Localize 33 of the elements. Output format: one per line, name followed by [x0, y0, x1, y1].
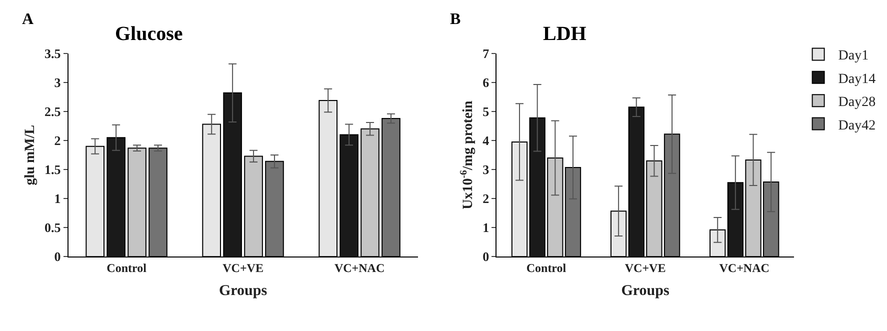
- y-tick-label: 0: [482, 249, 490, 264]
- y-tick-label: 2.5: [44, 104, 62, 120]
- y-tick-label: 0: [54, 249, 61, 264]
- y-tick-label: 1: [54, 191, 61, 206]
- y-tick-label: 4: [482, 133, 490, 148]
- chart-title: LDH: [543, 23, 587, 45]
- y-tick-label: 1.5: [44, 162, 62, 178]
- y-tick-label: 3: [54, 75, 62, 90]
- text: B: [450, 11, 461, 28]
- x-tick-label: Control: [106, 261, 148, 276]
- x-tick-label: VC+VE: [222, 261, 264, 276]
- y-tick-label: 3: [482, 162, 490, 178]
- y-tick-label: 7: [482, 46, 490, 61]
- text: A: [22, 11, 34, 28]
- x-tick-label: VC+NAC: [719, 261, 770, 276]
- y-axis-title: glu mM/L: [23, 124, 38, 186]
- y-tick-label: 2: [54, 133, 61, 148]
- y-tick-label: 6: [482, 75, 490, 90]
- y-tick-label: 1: [482, 220, 490, 236]
- chart-title: Glucose: [115, 23, 183, 45]
- legend-label: Day1: [838, 48, 869, 64]
- x-axis-title: Groups: [621, 283, 670, 300]
- x-axis-title: Groups: [219, 283, 268, 300]
- y-tick-label: 5: [482, 104, 490, 120]
- x-tick-label: VC+VE: [624, 261, 666, 276]
- x-tick-label: Control: [526, 261, 567, 276]
- y-tick-label: 0.5: [44, 220, 62, 236]
- legend-label: Day14: [838, 72, 876, 87]
- y-tick-label: 3.5: [44, 46, 62, 61]
- legend-label: Day42: [838, 118, 876, 134]
- x-tick-label: VC+NAC: [334, 261, 385, 276]
- legend-label: Day28: [838, 95, 876, 110]
- y-tick-label: 2: [482, 191, 490, 206]
